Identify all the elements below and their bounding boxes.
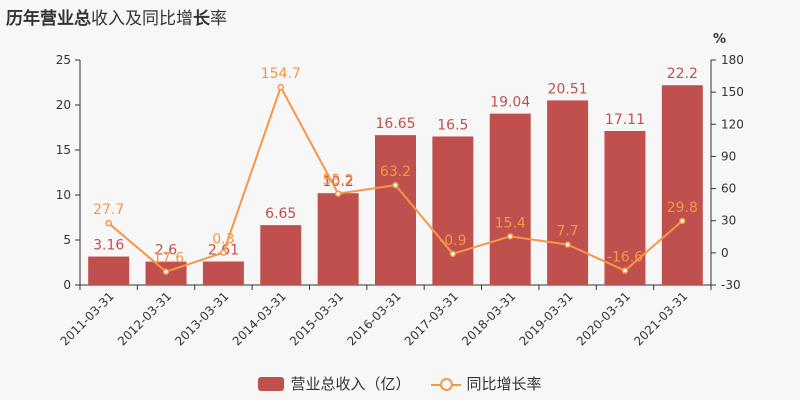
revenue-data-label: 16.65 [375,116,415,132]
revenue-bar [88,256,130,285]
legend-item-revenue[interactable]: 营业总收入（亿） [258,373,411,394]
y-left-tick-label: 25 [56,53,71,67]
y-right-tick-label: 120 [721,117,744,131]
growth-data-label: 55.2 [323,173,354,189]
growth-point [277,83,285,91]
revenue-data-label: 22.2 [667,66,698,82]
y-left-tick-label: 20 [56,98,71,112]
chart-title: 历年营业总收入及同比增长率 [6,4,227,29]
x-tick-label: 2016-03-31 [344,289,403,348]
growth-data-label: -17.6 [148,251,184,267]
y-right-tick-label: 180 [721,53,744,67]
revenue-data-label: 6.65 [265,206,296,222]
x-tick-label: 2015-03-31 [287,289,346,348]
x-tick-label: 2012-03-31 [115,289,174,348]
revenue-bar [260,225,302,285]
x-tick-label: 2021-03-31 [631,289,690,348]
x-tick-label: 2014-03-31 [230,289,289,348]
growth-data-label: -0.9 [439,233,466,249]
x-tick-label: 2019-03-31 [516,289,575,348]
revenue-data-label: 20.51 [548,81,588,97]
growth-point [564,241,571,248]
growth-point [162,268,170,275]
y-right-tick-label: 30 [721,214,736,228]
revenue-data-label: 19.04 [490,95,530,111]
growth-point [105,219,112,227]
growth-data-label: 29.8 [667,200,698,216]
x-tick-label: 2013-03-31 [172,289,231,348]
revenue-bar [661,85,703,285]
growth-data-label: 7.7 [556,224,578,240]
revenue-bar [375,135,416,285]
x-tick-label: 2018-03-31 [459,289,518,348]
x-tick-label: 2020-03-31 [574,289,633,348]
title-part-4: 长 [193,9,210,29]
title-part-3: 收入及同比增 [91,9,193,29]
y-left-tick-label: 0 [63,278,71,292]
y-left-tick-label: 5 [63,233,71,247]
legend-item-growth[interactable]: 同比增长率 [430,373,542,394]
x-tick-label: 2017-03-31 [402,289,461,348]
growth-point [334,190,342,197]
y-right-tick-label: 90 [721,149,736,163]
y-left-tick-label: 15 [56,143,71,157]
x-tick-label: 2011-03-31 [58,289,117,348]
revenue-bar [317,193,359,285]
revenue-bar [489,113,531,285]
growth-data-label: 27.7 [93,202,124,218]
legend-growth-label: 同比增长率 [466,375,542,393]
title-part-2: 营业总 [40,9,91,29]
legend-revenue-label: 营业总收入（亿） [290,375,411,393]
y-left-tick-label: 10 [56,188,71,202]
legend-bar-swatch [258,376,285,391]
title-part-1: 历年 [6,9,40,29]
y-right-tick-label: -30 [721,278,741,292]
growth-data-label: 0.3 [212,232,234,248]
revenue-data-label: 17.11 [605,112,645,128]
revenue-data-label: 3.16 [93,238,124,254]
title-part-5: 率 [210,9,227,29]
growth-point [506,233,514,240]
revenue-data-label: 2.6 [155,243,177,259]
y-right-unit: % [713,32,726,47]
growth-point [621,267,629,274]
y-right-tick-label: 60 [721,182,736,196]
growth-point [392,181,399,189]
growth-data-label: 15.4 [495,215,526,231]
growth-data-label: 63.2 [380,164,411,180]
growth-data-label: -16.6 [607,250,643,266]
growth-point [220,249,227,256]
y-right-tick-label: 0 [721,246,729,260]
growth-data-label: 154.7 [261,66,301,82]
growth-point [449,250,457,258]
revenue-bar [547,100,589,285]
legend: 营业总收入（亿） 同比增长率 [0,373,800,394]
legend-line-swatch [430,377,461,391]
y-right-tick-label: 150 [721,85,744,99]
revenue-bar [202,261,244,285]
growth-point [679,217,686,225]
revenue-data-label: 16.5 [437,118,468,134]
chart-canvas: 0 5 10 15 20 25 -30 0 30 60 90 120 150 180% 2011-03-31… [56,32,744,348]
revenue-bar [432,136,474,285]
